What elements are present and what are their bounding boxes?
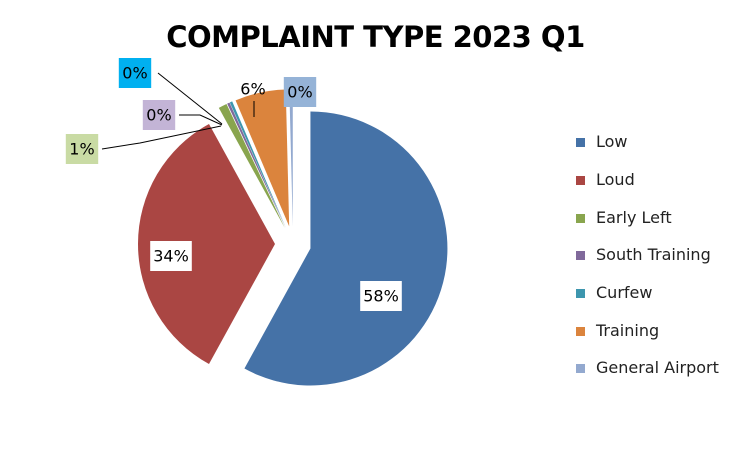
leader-line-south-training bbox=[179, 114, 223, 126]
legend-label: South Training bbox=[596, 245, 711, 264]
data-label-curfew: 0% bbox=[122, 64, 147, 83]
data-labels: 58% 34% 1% 0% 0% 6% 0% bbox=[65, 58, 402, 311]
data-label-box-south-training bbox=[142, 100, 176, 130]
legend-label: Loud bbox=[596, 170, 635, 189]
data-label-box-general-airport bbox=[283, 77, 317, 107]
data-label-general-airport: 0% bbox=[287, 83, 312, 102]
data-label-south-training: 0% bbox=[146, 106, 171, 125]
legend-swatch bbox=[576, 289, 585, 298]
legend-label: Low bbox=[596, 132, 628, 151]
data-label-box-loud bbox=[150, 241, 192, 271]
data-label-box-early-left bbox=[65, 134, 99, 164]
legend-label: Curfew bbox=[596, 283, 653, 302]
data-label-low: 58% bbox=[363, 287, 399, 306]
data-label-box-low bbox=[360, 281, 402, 311]
legend-swatch bbox=[576, 327, 585, 336]
leader-line-curfew bbox=[157, 72, 223, 125]
pie-slice-loud bbox=[137, 123, 275, 365]
leader-line-early-left bbox=[101, 125, 222, 150]
pie-slice-south-training bbox=[227, 102, 286, 228]
pie-slice-general-airport bbox=[289, 89, 293, 227]
pie-slice-training bbox=[235, 89, 290, 227]
leader-lines bbox=[101, 72, 255, 150]
pie-slice-early-left bbox=[218, 104, 285, 228]
legend-label: Training bbox=[596, 321, 660, 340]
pie-slice-low bbox=[244, 111, 448, 386]
pie-slice-curfew bbox=[229, 101, 286, 228]
legend-swatch bbox=[576, 364, 585, 373]
legend-swatch bbox=[576, 176, 585, 185]
legend-swatch bbox=[576, 138, 585, 147]
data-label-loud: 34% bbox=[153, 247, 189, 266]
legend-swatch bbox=[576, 214, 585, 223]
data-label-training: 6% bbox=[240, 80, 265, 99]
legend-swatch bbox=[576, 251, 585, 260]
chart-title: COMPLAINT TYPE 2023 Q1 bbox=[166, 20, 585, 54]
legend-label: General Airport bbox=[596, 358, 719, 377]
data-label-early-left: 1% bbox=[69, 140, 94, 159]
data-label-box-curfew bbox=[118, 58, 152, 88]
pie-slices bbox=[137, 89, 448, 386]
legend-label: Early Left bbox=[596, 208, 672, 227]
